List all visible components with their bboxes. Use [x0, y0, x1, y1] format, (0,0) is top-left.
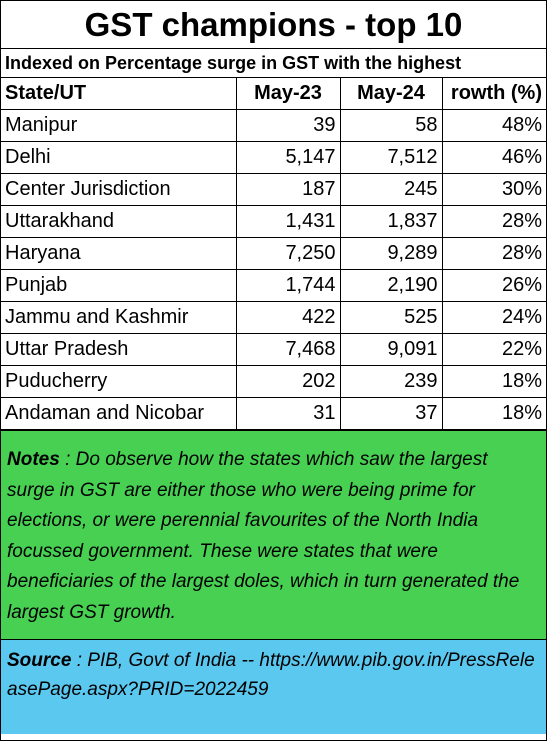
source-label: Source: [7, 650, 72, 671]
growth-cell: 26%: [441, 269, 546, 302]
table-row: Andaman and Nicobar 31 37 18%: [1, 397, 546, 430]
source-text: PIB, Govt of India -- https://www.pib.go…: [7, 650, 535, 700]
header-may-23: May-23: [235, 78, 341, 110]
state-cell: Delhi: [1, 141, 237, 174]
state-cell: Uttar Pradesh: [1, 333, 237, 366]
table-row: Jammu and Kashmir 422 525 24%: [1, 301, 546, 334]
growth-cell: 46%: [441, 141, 546, 174]
may-23-cell: 1,744: [235, 269, 341, 302]
source-separator: :: [71, 650, 88, 671]
may-24-cell: 239: [339, 365, 443, 398]
table-row: Haryana 7,250 9,289 28%: [1, 237, 546, 270]
state-cell: Uttarakhand: [1, 205, 237, 238]
notes-box: Notes : Do observe how the states which …: [1, 430, 546, 640]
may-23-cell: 187: [235, 173, 341, 206]
may-24-cell: 9,091: [339, 333, 443, 366]
header-may-24: May-24: [339, 78, 443, 110]
growth-cell: 18%: [441, 397, 546, 430]
state-cell: Manipur: [1, 109, 237, 142]
table-row: Uttarakhand 1,431 1,837 28%: [1, 205, 546, 238]
may-23-cell: 202: [235, 365, 341, 398]
may-23-cell: 5,147: [235, 141, 341, 174]
page-subtitle: Indexed on Percentage surge in GST with …: [1, 49, 546, 78]
growth-cell: 22%: [441, 333, 546, 366]
notes-text: Do observe how the states which saw the …: [7, 449, 520, 623]
state-cell: Center Jurisdiction: [1, 173, 237, 206]
may-24-cell: 9,289: [339, 237, 443, 270]
may-23-cell: 31: [235, 397, 341, 430]
notes-label: Notes: [7, 449, 60, 470]
table-row: Puducherry 202 239 18%: [1, 365, 546, 398]
growth-cell: 18%: [441, 365, 546, 398]
table-row: Uttar Pradesh 7,468 9,091 22%: [1, 333, 546, 366]
table-body: Manipur 39 58 48% Delhi 5,147 7,512 46% Center J…: [1, 109, 546, 430]
growth-cell: 48%: [441, 109, 546, 142]
state-cell: Haryana: [1, 237, 237, 270]
table-header-row: State/UT May-23 May-24 rowth (%): [1, 78, 546, 110]
growth-cell: 28%: [441, 237, 546, 270]
may-23-cell: 1,431: [235, 205, 341, 238]
page-title: GST champions - top 10: [1, 1, 546, 49]
table-row: Manipur 39 58 48%: [1, 109, 546, 142]
may-24-cell: 37: [339, 397, 443, 430]
may-24-cell: 1,837: [339, 205, 443, 238]
may-23-cell: 7,250: [235, 237, 341, 270]
state-cell: Punjab: [1, 269, 237, 302]
may-24-cell: 245: [339, 173, 443, 206]
may-24-cell: 58: [339, 109, 443, 142]
table-row: Center Jurisdiction 187 245 30%: [1, 173, 546, 206]
may-23-cell: 422: [235, 301, 341, 334]
may-24-cell: 525: [339, 301, 443, 334]
may-23-cell: 39: [235, 109, 341, 142]
table-row: Delhi 5,147 7,512 46%: [1, 141, 546, 174]
header-growth: rowth (%): [441, 78, 546, 110]
growth-cell: 30%: [441, 173, 546, 206]
table-row: Punjab 1,744 2,190 26%: [1, 269, 546, 302]
notes-separator: :: [59, 449, 76, 470]
growth-cell: 24%: [441, 301, 546, 334]
state-cell: Puducherry: [1, 365, 237, 398]
may-24-cell: 7,512: [339, 141, 443, 174]
header-state: State/UT: [1, 78, 237, 110]
source-box: Source : PIB, Govt of India -- https://w…: [1, 640, 546, 734]
gst-table: State/UT May-23 May-24 rowth (%) Manipur…: [1, 78, 546, 430]
state-cell: Andaman and Nicobar: [1, 397, 237, 430]
may-23-cell: 7,468: [235, 333, 341, 366]
may-24-cell: 2,190: [339, 269, 443, 302]
state-cell: Jammu and Kashmir: [1, 301, 237, 334]
growth-cell: 28%: [441, 205, 546, 238]
